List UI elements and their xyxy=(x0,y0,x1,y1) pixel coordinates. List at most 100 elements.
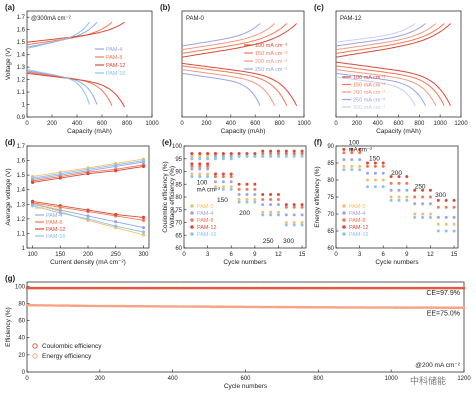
y-tick-label: 85 xyxy=(327,161,334,167)
energy-efficiency-point xyxy=(262,305,266,309)
legend-label: PAM-8 xyxy=(197,218,213,224)
energy-efficiency-point xyxy=(380,306,384,309)
voltage-efficiency-point xyxy=(213,175,217,179)
voltage-efficiency-point xyxy=(261,213,265,217)
discharge-voltage-point xyxy=(114,224,118,228)
energy-efficiency-point xyxy=(457,306,460,310)
coulombic-efficiency-point xyxy=(104,286,107,290)
coulombic-efficiency-point xyxy=(238,286,242,290)
energy-efficiency-point xyxy=(373,171,377,175)
coulombic-efficiency-point xyxy=(306,286,309,290)
coulombic-efficiency-point xyxy=(165,286,169,290)
energy-efficiency-point xyxy=(311,306,315,309)
voltage-efficiency-point xyxy=(190,164,194,168)
coulombic-efficiency-point xyxy=(331,286,335,290)
voltage-efficiency-point xyxy=(198,175,202,179)
coulombic-efficiency-point xyxy=(276,152,280,156)
coulombic-efficiency-point xyxy=(227,286,231,290)
legend-label: PAM-8 xyxy=(349,218,365,224)
legend-label: PAM-12 xyxy=(349,225,368,231)
y-axis-label: Coulombic efficiency (%) xyxy=(162,161,169,232)
energy-efficiency-point xyxy=(459,306,462,310)
coulombic-efficiency-point xyxy=(286,286,289,290)
coulombic-efficiency-point xyxy=(190,154,194,158)
y-tick-label: 90 xyxy=(327,144,334,150)
energy-efficiency-point xyxy=(368,306,371,309)
coulombic-efficiency-point xyxy=(147,286,151,290)
coulombic-efficiency-point xyxy=(462,286,466,290)
energy-efficiency-point xyxy=(63,304,67,307)
charge-voltage-point xyxy=(141,164,146,168)
coulombic-efficiency-point xyxy=(127,286,131,290)
energy-efficiency-point xyxy=(317,306,320,309)
coulombic-efficiency-point xyxy=(267,286,271,290)
energy-efficiency-point xyxy=(253,305,256,309)
voltage-efficiency-point xyxy=(221,187,225,191)
coulombic-efficiency-point xyxy=(87,286,91,290)
coulombic-efficiency-point xyxy=(78,286,82,290)
energy-efficiency-point xyxy=(386,306,389,309)
y-tick-label: 75 xyxy=(175,208,182,214)
y-tick-label: 95 xyxy=(175,157,182,163)
energy-efficiency-point xyxy=(437,306,440,310)
voltage-efficiency-point xyxy=(284,203,288,207)
discharge-curve xyxy=(335,61,452,107)
coulombic-efficiency-point xyxy=(408,286,411,290)
energy-efficiency-point xyxy=(109,304,113,308)
y-tick-label: 1.2 xyxy=(17,217,26,223)
energy-efficiency-point xyxy=(27,303,31,307)
voltage-efficiency-point xyxy=(292,213,296,217)
coulombic-efficiency-point xyxy=(229,152,233,156)
voltage-efficiency-point xyxy=(276,192,280,196)
energy-efficiency-point xyxy=(389,188,393,192)
energy-efficiency-point xyxy=(324,306,327,309)
energy-efficiency-point xyxy=(350,151,354,155)
energy-efficiency-point xyxy=(54,304,58,307)
energy-efficiency-point xyxy=(342,147,346,151)
coulombic-efficiency-point xyxy=(333,286,337,290)
energy-efficiency-point xyxy=(389,195,393,199)
voltage-efficiency-point xyxy=(190,167,194,171)
voltage-efficiency-point xyxy=(221,180,225,184)
legend-label: PAM-4 xyxy=(197,211,213,217)
coulombic-efficiency-point xyxy=(404,286,408,290)
coulombic-efficiency-point xyxy=(144,286,147,290)
coulombic-efficiency-point xyxy=(160,286,163,290)
coulombic-efficiency-point xyxy=(120,286,123,290)
coulombic-efficiency-point xyxy=(457,286,460,290)
y-tick-label: 70 xyxy=(175,221,182,227)
energy-efficiency-point xyxy=(397,198,401,202)
discharge-curve xyxy=(181,62,298,107)
coulombic-efficiency-point xyxy=(247,286,251,290)
x-tick-label: 1000 xyxy=(433,121,447,127)
coulombic-efficiency-point xyxy=(175,286,178,290)
energy-efficiency-point xyxy=(246,305,249,309)
charge-curve xyxy=(181,23,288,54)
energy-efficiency-point xyxy=(160,305,163,308)
coulombic-efficiency-point xyxy=(287,286,291,290)
coulombic-efficiency-point xyxy=(302,286,306,290)
coulombic-efficiency-point xyxy=(209,286,213,290)
legend-marker xyxy=(32,353,38,359)
legend-label: PAM-12 xyxy=(46,227,65,233)
voltage-efficiency-point xyxy=(276,210,280,214)
energy-efficiency-point xyxy=(444,306,448,310)
coulombic-efficiency-point xyxy=(409,286,413,290)
voltage-efficiency-point xyxy=(237,192,241,196)
coulombic-efficiency-point xyxy=(76,286,80,290)
y-tick-label: 60 xyxy=(327,246,334,252)
voltage-efficiency-point xyxy=(292,221,296,224)
energy-efficiency-point xyxy=(436,205,440,209)
energy-efficiency-point xyxy=(65,304,69,307)
coulombic-efficiency-point xyxy=(276,149,280,153)
energy-efficiency-point xyxy=(184,305,187,308)
coulombic-efficiency-point xyxy=(60,286,63,290)
y-tick-label: 80 xyxy=(18,301,25,307)
discharge-curve xyxy=(26,69,90,105)
coulombic-efficiency-point xyxy=(111,286,114,290)
energy-efficiency-point xyxy=(149,305,153,308)
x-axis-label: Cycle numbers xyxy=(375,259,419,266)
charge-voltage-point xyxy=(58,172,62,176)
coulombic-efficiency-point xyxy=(284,286,287,290)
energy-efficiency-point xyxy=(295,305,298,309)
